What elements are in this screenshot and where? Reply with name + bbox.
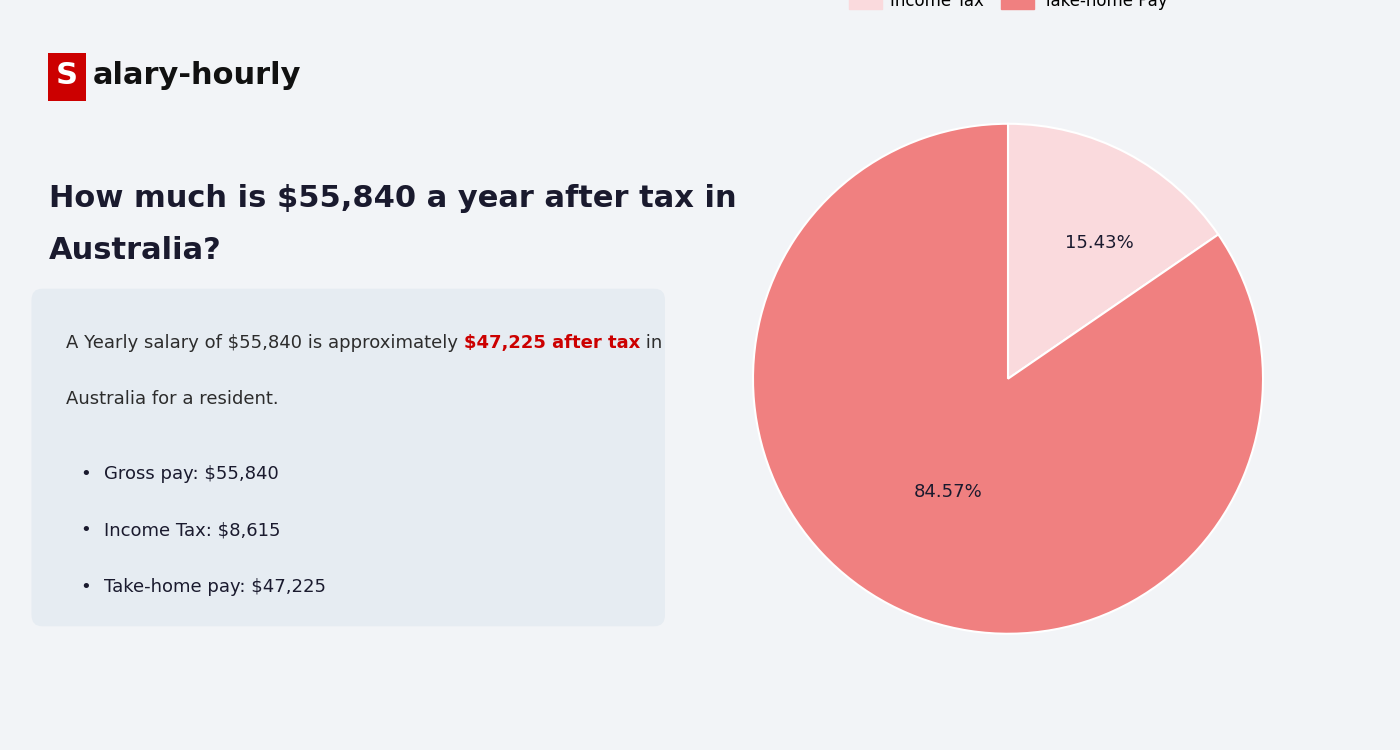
Text: Gross pay: $55,840: Gross pay: $55,840 — [104, 465, 279, 483]
FancyBboxPatch shape — [31, 289, 665, 626]
Wedge shape — [753, 124, 1263, 634]
Text: •: • — [81, 578, 91, 596]
Text: $47,225 after tax: $47,225 after tax — [465, 334, 641, 352]
Text: Take-home pay: $47,225: Take-home pay: $47,225 — [104, 578, 326, 596]
Text: 15.43%: 15.43% — [1065, 235, 1134, 253]
Text: •: • — [81, 465, 91, 483]
Legend: Income Tax, Take-home Pay: Income Tax, Take-home Pay — [841, 0, 1175, 17]
Text: in: in — [641, 334, 662, 352]
Text: Australia for a resident.: Australia for a resident. — [67, 390, 279, 408]
Text: Australia?: Australia? — [49, 236, 221, 266]
Text: A Yearly salary of $55,840 is approximately: A Yearly salary of $55,840 is approximat… — [67, 334, 465, 352]
Text: Income Tax: $8,615: Income Tax: $8,615 — [104, 521, 280, 539]
Text: 84.57%: 84.57% — [914, 482, 983, 500]
FancyBboxPatch shape — [48, 53, 87, 100]
Text: •: • — [81, 521, 91, 539]
Text: alary-hourly: alary-hourly — [92, 62, 301, 90]
Text: How much is $55,840 a year after tax in: How much is $55,840 a year after tax in — [49, 184, 736, 213]
Text: S: S — [56, 62, 78, 90]
Wedge shape — [1008, 124, 1218, 379]
